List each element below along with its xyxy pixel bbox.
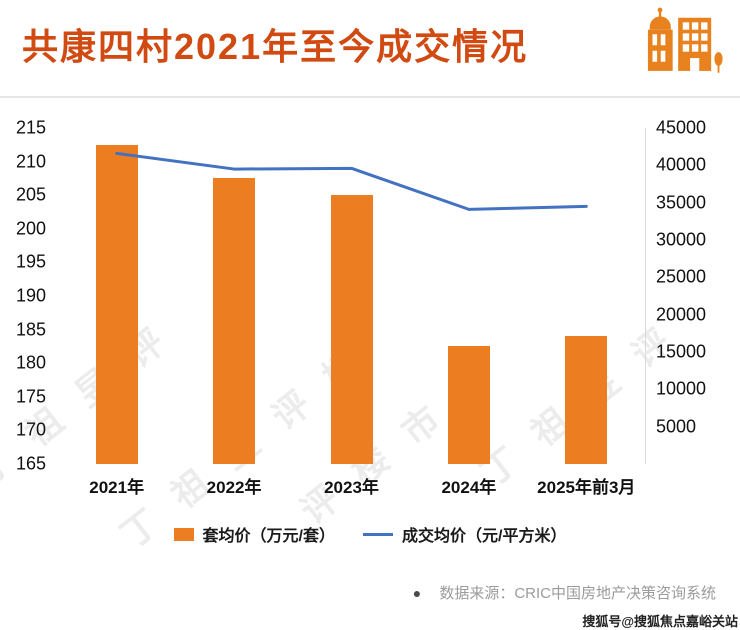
site-credit: 搜狐号@搜狐焦点嘉峪关站 (582, 614, 738, 629)
legend-item-line: 成交均价（元/平方米） (363, 522, 566, 546)
left-axis-tick: 175 (15, 386, 46, 407)
x-axis-label: 2023年 (324, 478, 379, 497)
right-axis-tick: 40000 (656, 154, 707, 175)
left-axis-tick: 195 (15, 251, 46, 272)
legend-item-bar: 套均价（万元/套） (173, 522, 335, 546)
right-axis-tick: 25000 (656, 266, 707, 287)
bar (565, 336, 608, 464)
header-divider (0, 96, 740, 98)
left-axis-tick: 180 (15, 352, 46, 373)
page-title: 共康四村2021年至今成交情况 (22, 26, 529, 67)
right-axis-tick: 20000 (656, 304, 707, 325)
line-series (115, 151, 588, 211)
buildings-icon (636, 6, 724, 95)
left-axis-tick: 170 (15, 419, 46, 440)
bar (447, 346, 490, 464)
source-text: 数据来源：CRIC中国房地产决策咨询系统 (439, 585, 716, 602)
bar (330, 195, 373, 464)
right-axis-tick: 10000 (656, 378, 707, 399)
left-axis-tick: 215 (15, 117, 46, 138)
x-axis-label: 2024年 (441, 478, 497, 497)
left-axis-tick: 165 (15, 453, 46, 474)
bullet-icon: ● (412, 585, 422, 601)
right-axis-tick: 30000 (656, 229, 707, 250)
right-axis-tick: 35000 (656, 192, 707, 213)
data-source: ● 数据来源：CRIC中国房地产决策咨询系统 (0, 582, 740, 603)
right-axis-tick: 45000 (656, 117, 707, 138)
legend-bar-label: 套均价（万元/套） (202, 528, 335, 545)
left-axis-tick: 210 (15, 151, 46, 172)
left-axis-tick: 205 (15, 184, 46, 205)
left-axis-tick: 200 (15, 218, 46, 239)
right-axis-tick: 5000 (656, 416, 697, 437)
plot-area (58, 128, 646, 464)
bar (213, 178, 256, 464)
bar (95, 144, 138, 464)
transactions-chart: 丁祖昱评 丁祖昱评楼 评楼市 丁祖昱评 21521020520019519018… (0, 114, 740, 556)
x-axis-label: 2021年 (89, 478, 145, 497)
legend-line-label: 成交均价（元/平方米） (402, 528, 567, 545)
left-axis-tick: 190 (15, 285, 46, 306)
right-axis-tick: 15000 (656, 341, 707, 362)
bar-swatch-icon (173, 527, 194, 541)
x-axis-label: 2025年前3月 (537, 478, 636, 497)
x-axis-label: 2022年 (206, 478, 262, 497)
header: 共康四村2021年至今成交情况 (0, 0, 740, 96)
line-swatch-icon (363, 532, 393, 536)
left-axis-tick: 185 (15, 319, 46, 340)
legend: 套均价（万元/套） 成交均价（元/平方米） (0, 522, 740, 546)
